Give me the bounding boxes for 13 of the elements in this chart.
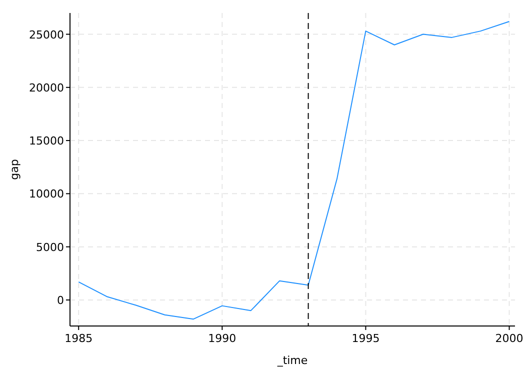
y-tick-label: 0 <box>57 294 64 307</box>
y-tick-label: 25000 <box>29 28 64 42</box>
x-tick-label: 1995 <box>352 332 380 345</box>
x-tick-label: 1985 <box>64 332 93 345</box>
y-tick-label: 20000 <box>29 81 64 94</box>
line-series <box>78 21 510 320</box>
y-tick-label: 5000 <box>36 240 64 254</box>
y-axis-title: gap <box>8 159 21 180</box>
x-tick-label: 2000 <box>495 332 524 345</box>
x-axis-title: _time <box>276 354 308 367</box>
y-tick-label: 10000 <box>29 188 64 201</box>
y-tick-label: 15000 <box>29 134 64 148</box>
x-tick-label: 1990 <box>208 332 236 345</box>
